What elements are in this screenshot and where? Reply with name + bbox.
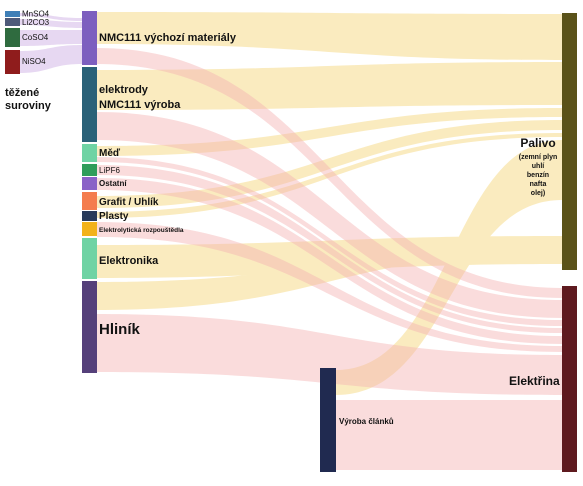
label-elektrina: Elektřina: [509, 374, 560, 388]
label-med: Měď: [99, 148, 121, 159]
label-palivo-sub1: (zemní plyn: [519, 154, 558, 161]
label-grafit: Grafit / Uhlík: [99, 197, 159, 208]
node-li2co3: [5, 18, 20, 26]
flow-elektrody-elektrina: [97, 112, 562, 318]
flow-mnso4-nmc: [20, 13, 82, 21]
label-vyroba-clanku: Výroba článků: [339, 417, 394, 426]
flow-vyroba-elektrina: [336, 400, 562, 470]
flow-li2co3-nmc: [20, 19, 82, 28]
label-nmc111-vychozi: NMC111 výchozí materiály: [99, 32, 237, 44]
label-palivo-sub4: nafta: [530, 181, 547, 188]
node-vyroba-clanku: [320, 368, 336, 472]
node-elektrina: [562, 286, 577, 472]
label-hlinik: Hliník: [99, 321, 140, 338]
flow-med-elektrina: [97, 157, 562, 326]
node-coso4: [5, 28, 20, 47]
label-plasty: Plasty: [99, 211, 129, 222]
flow-elektronika-palivo: [97, 236, 562, 278]
flow-hlinik-elektrina: [97, 314, 562, 395]
label-niso4: NiSO4: [22, 57, 46, 66]
flow-nmc-elektrina: [97, 48, 562, 298]
node-nmc111-vychozi: [82, 11, 97, 65]
node-mnso4: [5, 11, 20, 17]
label-nmc111-vyroba: NMC111 výroba: [99, 99, 181, 111]
node-niso4: [5, 50, 20, 74]
node-plasty: [82, 211, 97, 221]
label-elektronika: Elektronika: [99, 255, 159, 267]
electricity-flows: [97, 48, 562, 470]
raw-material-flows: [20, 13, 82, 73]
label-palivo: Palivo: [520, 136, 555, 150]
label-elektrolyticka: Elektrolytická rozpouštědla: [99, 227, 184, 234]
flow-nmc-palivo: [97, 12, 562, 60]
node-elektrody: [82, 67, 97, 142]
labels: MnSO4 Li2CO3 CoSO4 NiSO4 těžené suroviny…: [5, 10, 560, 427]
node-med: [82, 144, 97, 162]
node-elektrolyticka: [82, 222, 97, 236]
node-lipf6: [82, 164, 97, 176]
raw-nodes: [5, 11, 20, 74]
label-tezene: těžené: [5, 87, 39, 99]
node-palivo: [562, 13, 577, 270]
flow-niso4-nmc: [20, 45, 82, 73]
label-li2co3: Li2CO3: [22, 18, 50, 27]
label-palivo-sub2: uhlí: [532, 163, 545, 170]
component-nodes: [82, 11, 336, 472]
flow-med-palivo: [97, 108, 562, 156]
flow-elektrody-palivo: [97, 62, 562, 110]
label-elektrody: elektrody: [99, 84, 149, 96]
label-mnso4: MnSO4: [22, 10, 50, 19]
label-coso4: CoSO4: [22, 33, 49, 42]
label-lipf6: LiPF6: [99, 166, 120, 175]
node-hlinik: [82, 281, 97, 373]
fuel-flows: [97, 12, 562, 395]
node-grafit: [82, 192, 97, 210]
flow-hlinik-palivo: [97, 245, 562, 310]
node-ostatni: [82, 177, 97, 190]
label-suroviny: suroviny: [5, 100, 52, 112]
label-ostatni: Ostatní: [99, 179, 127, 188]
node-elektronika: [82, 238, 97, 279]
flow-elektrolyt-elektrina: [97, 222, 562, 352]
label-palivo-sub3: benzín: [527, 172, 549, 179]
flow-ostatni-elektrina: [97, 178, 562, 344]
flow-grafit-palivo: [97, 120, 562, 208]
label-palivo-sub5: olej): [531, 190, 545, 197]
flow-coso4-nmc: [20, 30, 82, 46]
flow-vyroba-palivo: [336, 140, 562, 395]
energy-nodes: [562, 13, 577, 472]
flow-lipf6-elektrina: [97, 165, 562, 333]
flow-plasty-palivo: [97, 133, 562, 218]
